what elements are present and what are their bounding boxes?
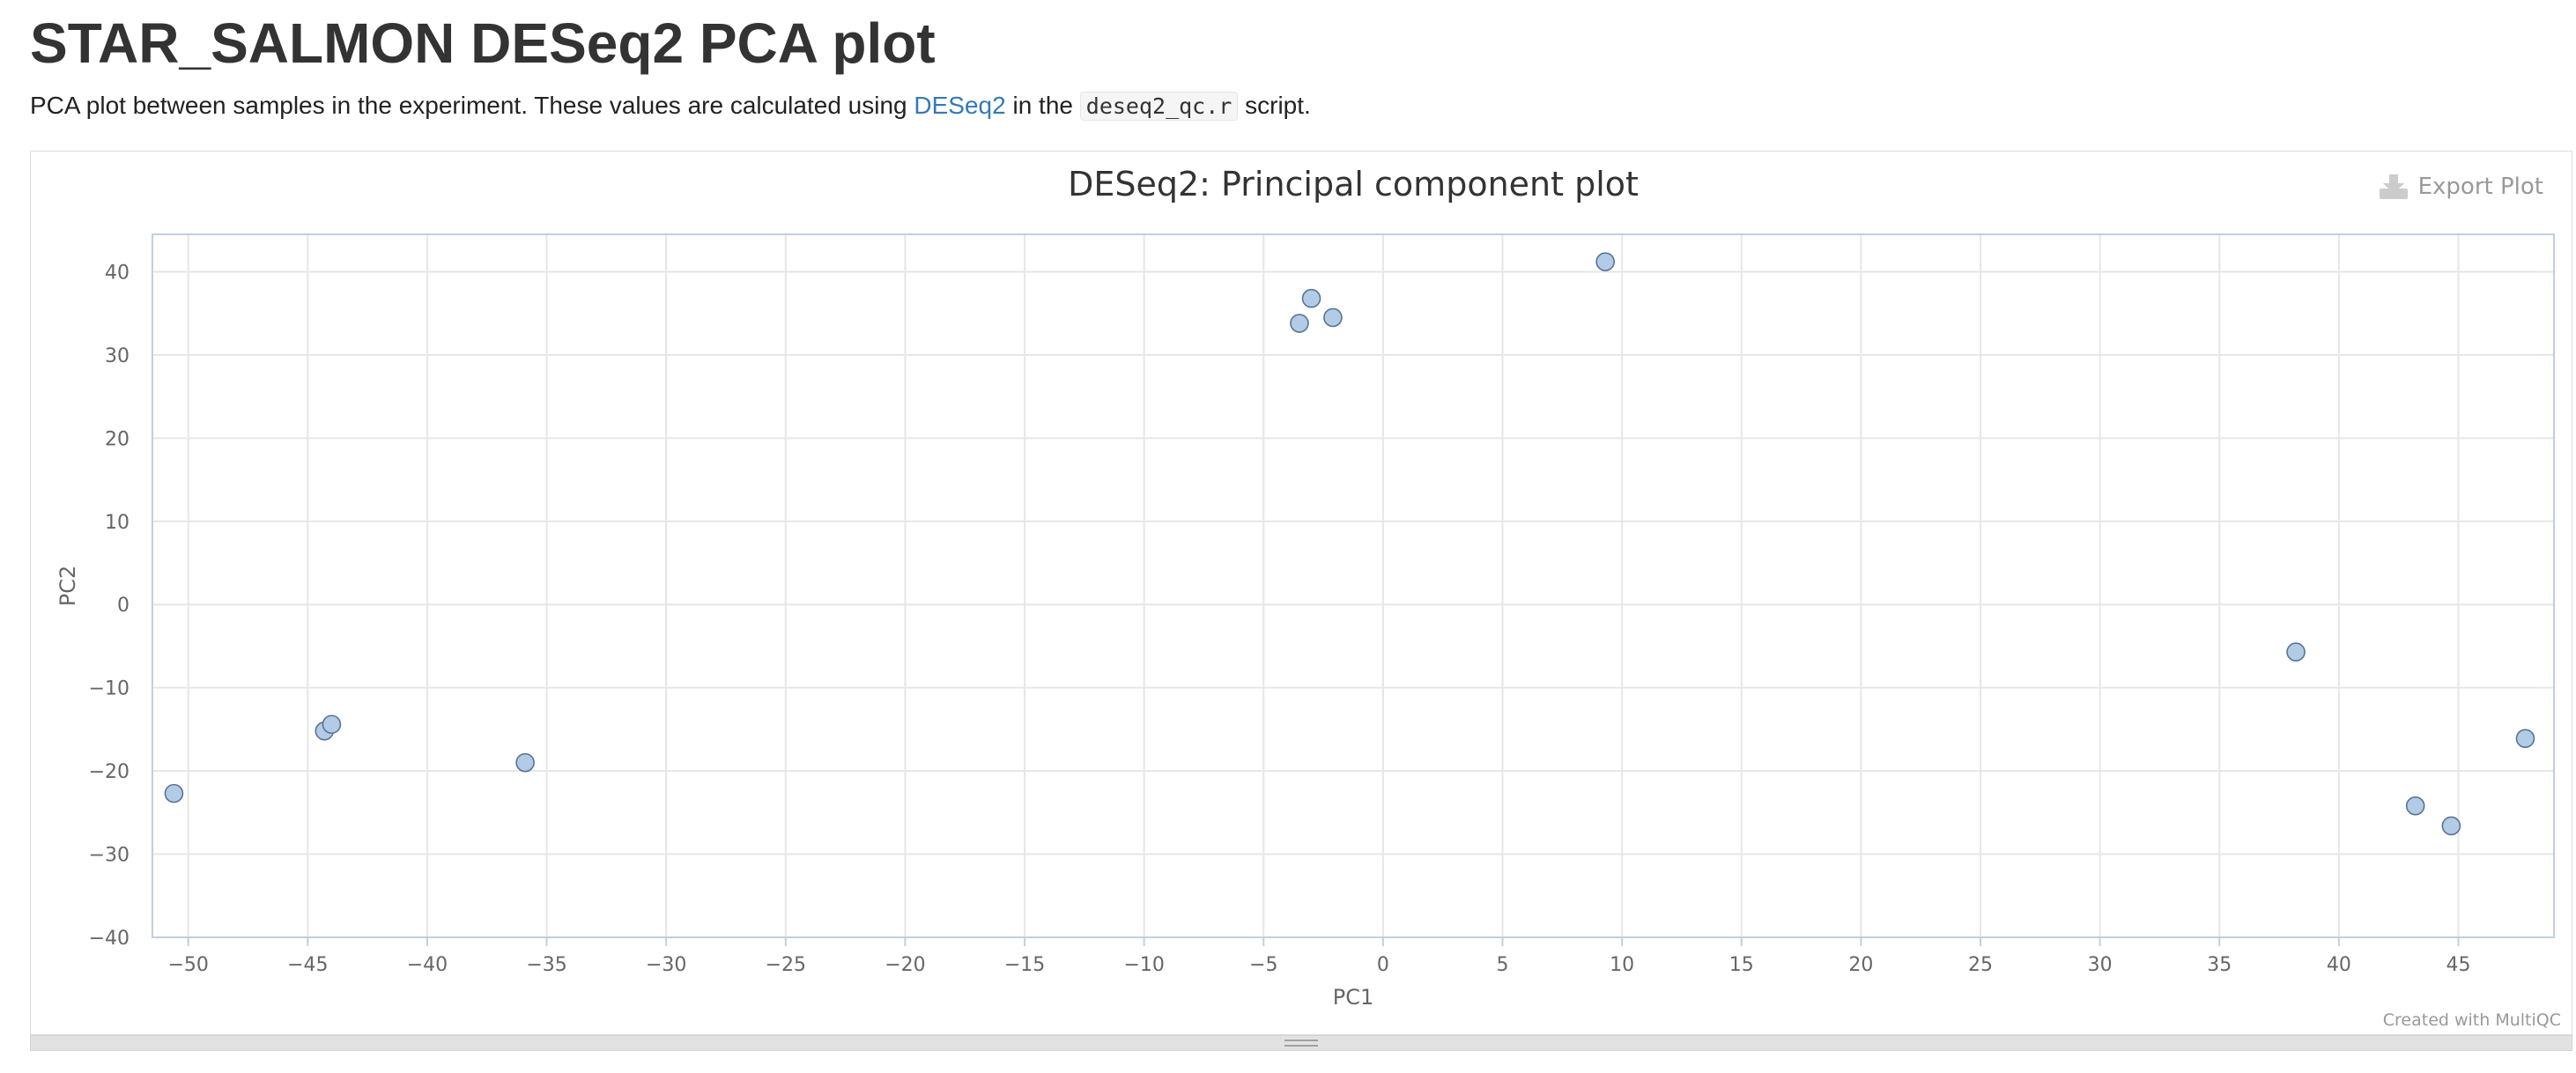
- y-tick-label: −20: [89, 761, 130, 783]
- description-middle: in the: [1005, 92, 1080, 119]
- y-tick-label: 40: [105, 262, 130, 284]
- data-point: [322, 714, 342, 735]
- pca-scatter-chart: −50 −45 −40 −35 −30 −25 −20 −15 −10 −5 0 5 10 15 20 25 3…: [56, 165, 2561, 1030]
- download-icon: [2379, 174, 2408, 199]
- plot-area: [152, 233, 2555, 938]
- deseq2-link[interactable]: DESeq2: [914, 92, 1006, 119]
- x-axis-label: PC1: [1333, 985, 1374, 1010]
- data-point: [2405, 796, 2425, 816]
- tick-labels: −50 −45 −40 −35 −30 −25 −20 −15 −10 −5 0 5 10 15 20 25 3…: [89, 262, 2471, 976]
- data-point: [515, 752, 535, 773]
- description: PCA plot between samples in the experime…: [30, 92, 1311, 121]
- x-tick-label: 5: [1497, 954, 1509, 976]
- x-tick-label: 25: [1968, 954, 1993, 976]
- data-point: [164, 783, 184, 803]
- data-point: [1290, 314, 1309, 333]
- description-suffix: script.: [1238, 92, 1311, 119]
- x-tick-label: 15: [1729, 954, 1754, 976]
- x-tick-label: −40: [407, 954, 448, 976]
- export-plot-label: Export Plot: [2417, 174, 2543, 200]
- x-tick-label: −35: [526, 954, 566, 976]
- x-tick-label: −45: [287, 954, 328, 976]
- chart-title: DESeq2: Principal component plot: [1068, 165, 1639, 204]
- grid: [152, 234, 2554, 938]
- data-point: [1323, 307, 1343, 328]
- data-point: [1595, 252, 1615, 271]
- plot-resize-handle[interactable]: [30, 1035, 2572, 1051]
- x-tick-label: −50: [167, 954, 208, 976]
- x-tick-label: 20: [1848, 954, 1873, 976]
- data-point: [2441, 816, 2461, 836]
- x-tick-label: 0: [1377, 954, 1389, 976]
- y-tick-label: −10: [89, 678, 130, 700]
- x-tick-label: 10: [1610, 954, 1634, 976]
- x-tick-label: 35: [2207, 954, 2232, 976]
- description-prefix: PCA plot between samples in the experime…: [30, 92, 914, 119]
- x-tick-label: 45: [2446, 954, 2471, 976]
- multiqc-credit: Created with MultiQC: [2383, 1010, 2561, 1030]
- script-name-code: deseq2_qc.r: [1079, 92, 1239, 121]
- y-tick-label: −40: [89, 928, 130, 950]
- y-tick-label: 20: [105, 428, 130, 450]
- data-point: [2515, 729, 2535, 749]
- y-tick-label: 10: [105, 512, 130, 534]
- data-point: [1301, 288, 1321, 308]
- x-tick-label: 40: [2327, 954, 2351, 976]
- x-tick-label: −5: [1249, 954, 1277, 976]
- data-points: [164, 252, 2535, 836]
- export-plot-button[interactable]: Export Plot: [2378, 174, 2543, 200]
- data-point: [2286, 642, 2306, 662]
- y-tick-label: 30: [105, 345, 130, 367]
- y-tick-label: −30: [89, 845, 130, 867]
- x-tick-label: −25: [766, 954, 806, 976]
- y-tick-label: 0: [117, 595, 130, 617]
- x-tick-label: −30: [646, 954, 686, 976]
- y-axis-label: PC2: [56, 566, 80, 607]
- page-title: STAR_SALMON DESeq2 PCA plot: [30, 11, 936, 75]
- x-tick-label: −15: [1004, 954, 1045, 976]
- plot-panel: −50 −45 −40 −35 −30 −25 −20 −15 −10 −5 0 5 10 15 20 25 3…: [30, 151, 2572, 1035]
- x-tick-label: 30: [2088, 954, 2113, 976]
- x-tick-label: −20: [885, 954, 925, 976]
- grip-icon: [1284, 1040, 1318, 1047]
- x-tick-label: −10: [1123, 954, 1164, 976]
